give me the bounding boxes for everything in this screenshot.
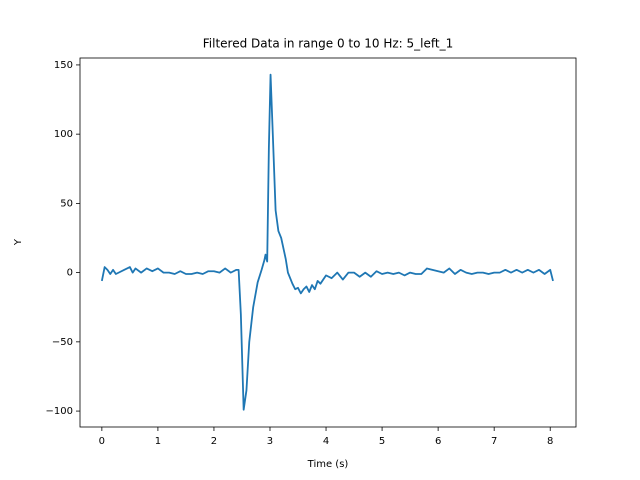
x-axis-label: Time (s) (307, 459, 349, 470)
chart-title: Filtered Data in range 0 to 10 Hz: 5_lef… (203, 37, 453, 51)
x-tick-label: 4 (323, 436, 329, 447)
y-tick-label: 100 (54, 129, 73, 140)
x-tick-label: 8 (547, 436, 553, 447)
data-line (100, 73, 554, 411)
y-tick-label: −50 (52, 337, 73, 348)
x-tick-label: 3 (267, 436, 273, 447)
x-tick-label: 2 (211, 436, 217, 447)
y-axis-label: Y (13, 238, 24, 246)
x-tick-label: 5 (379, 436, 385, 447)
x-tick-label: 6 (435, 436, 441, 447)
x-tick-label: 1 (155, 436, 161, 447)
y-tick-label: 50 (60, 198, 73, 209)
y-tick-label: 0 (67, 268, 73, 279)
y-tick-label: −100 (46, 406, 73, 417)
x-tick-label: 0 (99, 436, 105, 447)
plot-frame (79, 57, 577, 428)
y-tick-label: 150 (54, 60, 73, 71)
x-tick-label: 7 (491, 436, 497, 447)
